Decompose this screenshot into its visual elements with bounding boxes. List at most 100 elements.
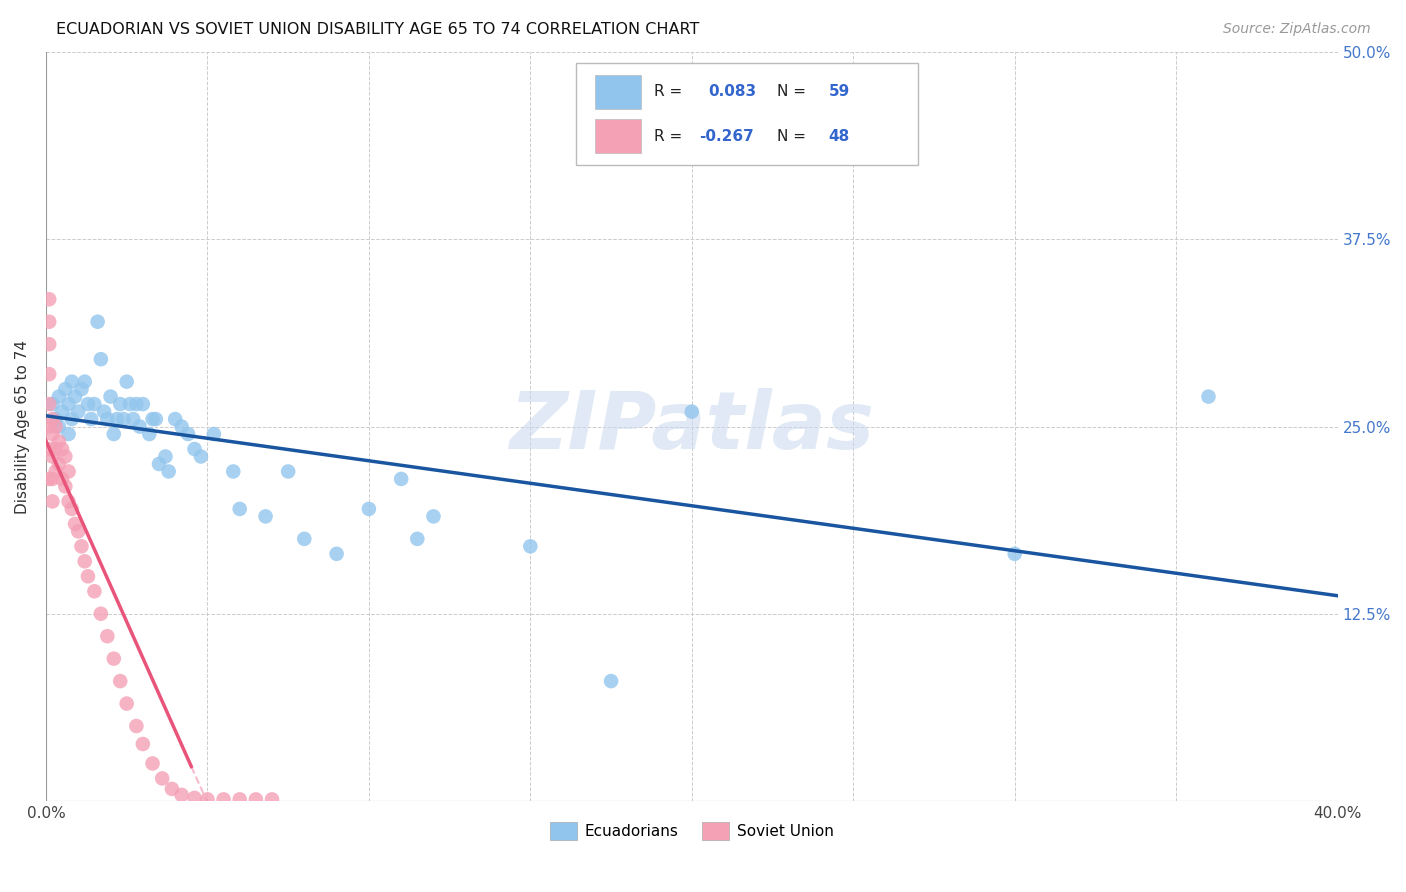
Point [58,465,80,479]
Point [183,790,205,805]
Point [63,390,86,404]
Point [96,629,118,643]
Point [48,390,70,404]
Point [45,465,67,479]
Text: R =: R = [654,85,688,99]
Point [105,412,128,426]
Point [277,465,299,479]
Point [90,607,112,621]
Point [41,494,63,508]
Point [1198,390,1220,404]
Point [80,412,103,426]
Point [141,756,163,771]
Point [190,450,212,464]
Point [148,457,170,471]
Point [45,442,67,456]
Text: N =: N = [778,85,811,99]
Point [260,792,283,806]
Point [58,397,80,411]
Point [110,397,132,411]
Point [115,697,138,711]
Point [254,509,277,524]
Point [197,792,219,806]
Point [325,547,347,561]
Point [1004,547,1026,561]
Point [141,412,163,426]
Point [83,397,105,411]
Point [60,502,83,516]
Point [183,442,205,456]
Point [73,554,96,568]
Point [177,427,200,442]
Point [125,719,148,733]
Text: ZIPatlas: ZIPatlas [509,387,875,466]
Point [93,404,115,418]
Point [157,465,180,479]
Point [132,737,155,751]
Text: R =: R = [654,128,688,144]
Point [389,472,412,486]
Point [38,293,60,307]
Point [90,352,112,367]
Point [41,472,63,486]
Text: ECUADORIAN VS SOVIET UNION DISABILITY AGE 65 TO 74 CORRELATION CHART: ECUADORIAN VS SOVIET UNION DISABILITY AG… [56,22,700,37]
Point [406,532,429,546]
Point [41,450,63,464]
Point [77,397,100,411]
Point [48,434,70,449]
Point [145,412,167,426]
Point [53,382,76,396]
Point [150,772,173,786]
Legend: Ecuadorians, Soviet Union: Ecuadorians, Soviet Union [544,816,839,846]
Point [86,315,108,329]
Text: N =: N = [778,128,811,144]
Point [112,412,135,426]
Point [45,412,67,426]
Point [681,404,703,418]
Point [53,479,76,493]
FancyBboxPatch shape [575,63,918,164]
Point [202,427,225,442]
Point [132,397,155,411]
Point [60,412,83,426]
Point [170,419,193,434]
Point [212,792,235,806]
Point [38,337,60,351]
Point [128,419,150,434]
Point [83,584,105,599]
Point [155,450,177,464]
Point [73,375,96,389]
Point [165,412,187,426]
Point [48,419,70,434]
Point [53,450,76,464]
Point [51,404,73,418]
Point [110,674,132,689]
Point [38,315,60,329]
Point [228,502,250,516]
Point [100,390,122,404]
Point [38,419,60,434]
Point [48,457,70,471]
Point [41,397,63,411]
Point [96,412,118,426]
Point [118,397,141,411]
Point [38,367,60,381]
Point [245,792,267,806]
Point [138,427,160,442]
Point [51,472,73,486]
Point [600,674,623,689]
Point [77,569,100,583]
Point [41,412,63,426]
Point [58,427,80,442]
Text: 59: 59 [828,85,851,99]
Point [41,427,63,442]
Point [67,404,90,418]
Point [38,442,60,456]
Point [103,427,125,442]
Text: 0.083: 0.083 [709,85,756,99]
Point [125,397,148,411]
Text: -0.267: -0.267 [700,128,754,144]
FancyBboxPatch shape [595,119,641,153]
Point [67,524,90,539]
Point [160,781,183,796]
